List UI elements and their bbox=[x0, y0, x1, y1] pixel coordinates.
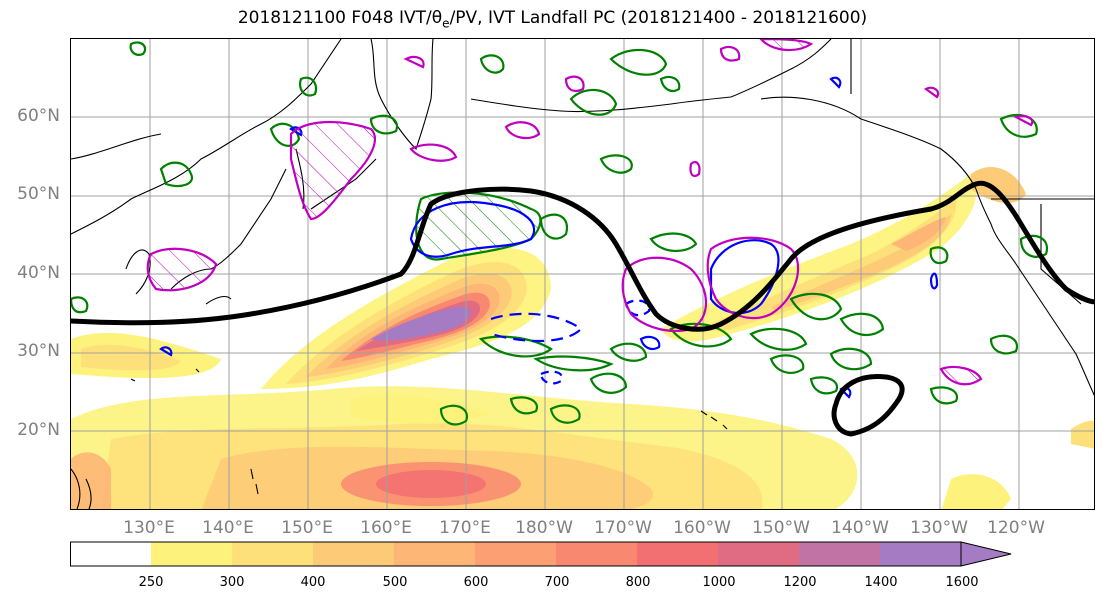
pc-closed-loop bbox=[831, 373, 905, 437]
cbar-tick-1200: 1200 bbox=[783, 575, 817, 590]
colorbar-segment bbox=[70, 542, 151, 566]
lon-label-140w: 140°W bbox=[831, 518, 889, 538]
theta-e-contours bbox=[71, 41, 1049, 426]
magenta-hatched-japan bbox=[146, 247, 218, 292]
cbar-tick-1600: 1600 bbox=[945, 575, 979, 590]
ivt-landfall-pc-contour bbox=[71, 180, 1094, 437]
ivt-pc-regions bbox=[146, 39, 1034, 386]
cbar-tick-1000: 1000 bbox=[702, 575, 736, 590]
colorbar-segment bbox=[475, 542, 556, 566]
cbar-tick-500: 500 bbox=[382, 575, 408, 590]
lon-label-130w: 130°W bbox=[910, 518, 968, 538]
colorbar-segment bbox=[232, 542, 313, 566]
colorbar-segment bbox=[394, 542, 475, 566]
colorbar-segment bbox=[151, 542, 232, 566]
cbar-tick-600: 600 bbox=[463, 575, 489, 590]
blue-contour-west-ar bbox=[409, 200, 536, 258]
cbar-tick-250: 250 bbox=[138, 575, 164, 590]
lat-label-30: 30°N bbox=[17, 341, 60, 361]
colorbar-segment bbox=[637, 542, 718, 566]
lon-label-140e: 140°E bbox=[202, 518, 254, 538]
coastlines bbox=[71, 39, 1094, 509]
ivt-shading bbox=[71, 166, 1094, 509]
lon-label-180w: 180°W bbox=[515, 518, 573, 538]
graticule bbox=[71, 39, 1094, 509]
magenta-region-east bbox=[706, 236, 800, 319]
colorbar-segment bbox=[313, 542, 394, 566]
colorbar-outline bbox=[70, 541, 962, 567]
lon-label-150w: 150°W bbox=[752, 518, 810, 538]
lon-label-120w: 120°W bbox=[987, 518, 1045, 538]
cbar-tick-1400: 1400 bbox=[864, 575, 898, 590]
lon-label-160e: 160°E bbox=[360, 518, 412, 538]
lat-label-20: 20°N bbox=[17, 420, 60, 440]
lat-label-50: 50°N bbox=[17, 184, 60, 204]
pc-main-line bbox=[71, 180, 1094, 332]
colorbar-segment bbox=[718, 542, 799, 566]
map-panel bbox=[70, 38, 1095, 510]
lat-label-60: 60°N bbox=[17, 106, 60, 126]
colorbar-extend-arrow bbox=[960, 541, 1012, 567]
cbar-tick-300: 300 bbox=[219, 575, 245, 590]
lon-label-150e: 150°E bbox=[281, 518, 333, 538]
lon-label-170e: 170°E bbox=[439, 518, 491, 538]
ivt-ar-west-core bbox=[371, 306, 471, 341]
lon-label-170w: 170°W bbox=[594, 518, 652, 538]
lon-label-160w: 160°W bbox=[673, 518, 731, 538]
cbar-tick-700: 700 bbox=[544, 575, 570, 590]
colorbar-segment bbox=[880, 542, 961, 566]
map-canvas bbox=[71, 39, 1094, 509]
magenta-hatched-kamchatka bbox=[289, 121, 376, 221]
cbar-tick-400: 400 bbox=[300, 575, 326, 590]
ivt-colorbar bbox=[70, 541, 1012, 567]
lat-label-40: 40°N bbox=[17, 263, 60, 283]
colorbar-segment bbox=[556, 542, 637, 566]
map-title: 2018121100 F048 IVT/θe/PV, IVT Landfall … bbox=[237, 8, 868, 31]
lon-label-130e: 130°E bbox=[123, 518, 175, 538]
ivt-ar-east-outer bbox=[661, 174, 977, 342]
colorbar-segment bbox=[799, 542, 880, 566]
cbar-tick-800: 800 bbox=[625, 575, 651, 590]
